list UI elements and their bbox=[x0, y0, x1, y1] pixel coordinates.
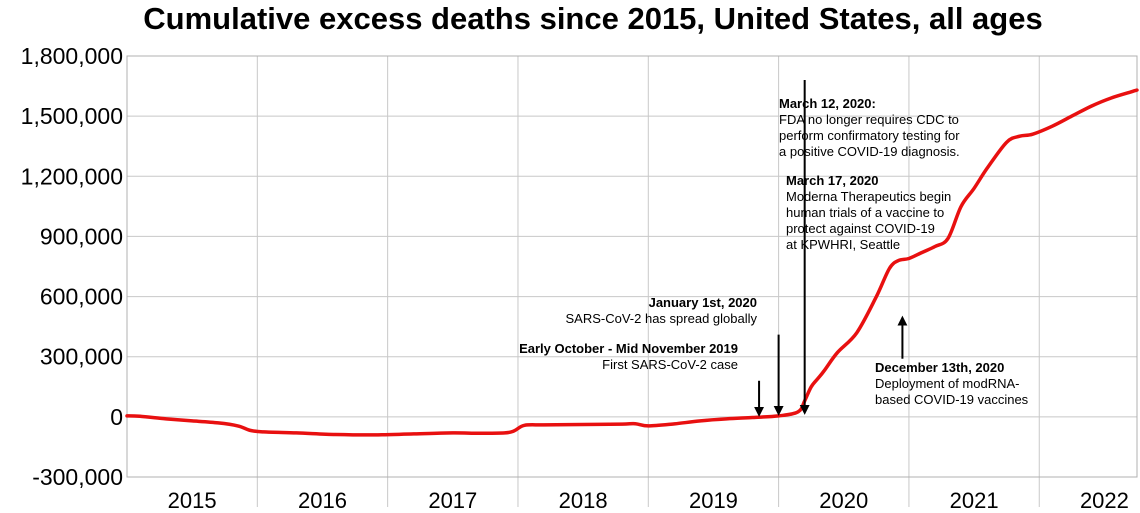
chart-title: Cumulative excess deaths since 2015, Uni… bbox=[143, 1, 1042, 36]
plot-area: 1,800,000 1,500,000 1,200,000 900,000 600,00… bbox=[21, 43, 1139, 513]
x-tick-label: 2016 bbox=[298, 488, 347, 513]
plot-frame bbox=[126, 55, 1138, 478]
x-tick-label: 2021 bbox=[950, 488, 999, 513]
y-tick-label: 0 bbox=[110, 404, 123, 430]
y-tick-label: 1,500,000 bbox=[21, 103, 123, 129]
annotation-text: Deployment of modRNA- bbox=[875, 376, 1020, 391]
y-tick-label: 1,800,000 bbox=[21, 43, 123, 69]
annotation-title: December 13th, 2020 bbox=[875, 360, 1004, 375]
annotation-text: SARS-CoV-2 has spread globally bbox=[566, 311, 758, 326]
annotation-title: January 1st, 2020 bbox=[649, 295, 757, 310]
x-tick-label: 2020 bbox=[819, 488, 868, 513]
annotation-text: Moderna Therapeutics begin bbox=[786, 189, 951, 204]
x-tick-label: 2022 bbox=[1080, 488, 1129, 513]
x-tick-label: 2017 bbox=[428, 488, 477, 513]
annotation-text: a positive COVID-19 diagnosis. bbox=[779, 144, 960, 159]
y-tick-label: 1,200,000 bbox=[21, 163, 123, 189]
annotation-text: perform confirmatory testing for bbox=[779, 128, 960, 143]
annotation-title: March 17, 2020 bbox=[786, 173, 879, 188]
annotation-title: Early October - Mid November 2019 bbox=[519, 341, 738, 356]
x-tick-label: 2019 bbox=[689, 488, 738, 513]
y-tick-label: -300,000 bbox=[32, 464, 123, 490]
y-tick-label: 300,000 bbox=[40, 344, 123, 370]
y-tick-label: 900,000 bbox=[40, 223, 123, 249]
annotation-text: First SARS-CoV-2 case bbox=[602, 357, 738, 372]
annotation-title: March 12, 2020: bbox=[779, 96, 876, 111]
series-line bbox=[125, 88, 1139, 437]
x-tick-label: 2018 bbox=[559, 488, 608, 513]
y-tick-label: 600,000 bbox=[40, 284, 123, 310]
annotation-text: based COVID-19 vaccines bbox=[875, 392, 1029, 407]
annotation-text: human trials of a vaccine to bbox=[786, 205, 944, 220]
annotation-text: FDA no longer requires CDC to bbox=[779, 112, 959, 127]
annotation-text: at KPWHRI, Seattle bbox=[786, 237, 900, 252]
x-tick-label: 2015 bbox=[168, 488, 217, 513]
annotation-text: protect against COVID-19 bbox=[786, 221, 935, 236]
